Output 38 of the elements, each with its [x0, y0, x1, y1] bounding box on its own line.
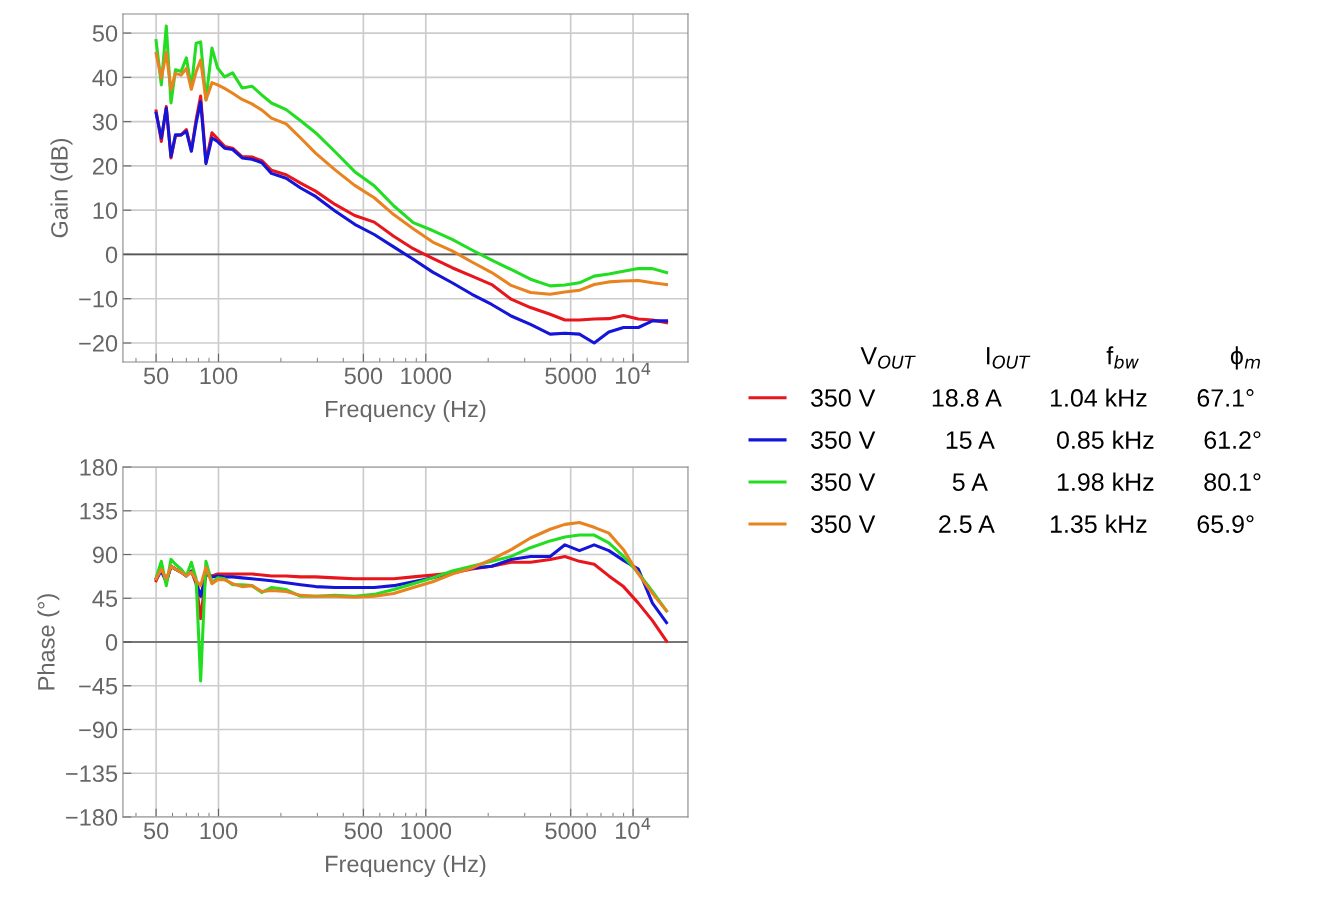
legend-label: 350 V 5 A 1.98 kHz 80.1°	[810, 472, 1261, 491]
y-tick-label: −90	[79, 721, 118, 739]
y-tick-label: 180	[80, 459, 118, 476]
x-tick-label: 10$^{4}$	[615, 362, 651, 385]
x-axis-title: Frequency (Hz)	[326, 400, 486, 423]
x-tick-label: 1000	[401, 367, 452, 385]
y-tick-label: −10	[79, 290, 118, 308]
x-tick-label: 50	[143, 367, 169, 385]
x-tick-label: 50	[143, 822, 169, 840]
y-tick-label: −45	[79, 678, 118, 695]
y-tick-label: 0	[105, 246, 118, 264]
legend-label: 350 V 2.5 A 1.35 kHz 65.9°	[810, 514, 1254, 533]
x-tick-label: 1000	[401, 822, 452, 840]
x-axis-title: Frequency (Hz)	[326, 854, 486, 877]
y-tick-label: 90	[92, 546, 118, 564]
y-tick-label: 50	[92, 25, 118, 42]
y-tick-label: −180	[66, 809, 118, 826]
y-tick-label: −20	[79, 335, 118, 352]
y-tick-label: 20	[93, 157, 118, 175]
x-tick-label: 500	[344, 822, 383, 840]
y-tick-label: 0	[105, 634, 118, 651]
y-axis-title: Gain (dB)	[50, 138, 73, 238]
y-tick-label: 10	[93, 202, 118, 219]
x-tick-label: 100	[200, 822, 238, 840]
x-tick-label: 10$^{4}$	[615, 817, 651, 840]
legend-label: 350 V 15 A 0.85 kHz 61.2°	[810, 430, 1261, 449]
y-tick-label: 30	[92, 113, 118, 131]
x-tick-label: 500	[344, 367, 383, 385]
y-tick-label: −135	[66, 765, 118, 783]
y-tick-label: 135	[80, 502, 118, 520]
y-tick-label: 40	[92, 69, 118, 87]
y-tick-label: 45	[92, 590, 118, 608]
x-tick-label: 100	[200, 367, 238, 385]
x-tick-label: 5000	[545, 822, 597, 840]
y-axis-title: Phase (°)	[37, 594, 60, 690]
text: V$_{OUT}$ I$_{OUT}$ f$_{bw}$ ϕ$_{m}$	[860, 346, 1260, 370]
legend-label: 350 V 18.8 A 1.04 kHz 67.1°	[810, 388, 1254, 407]
x-tick-label: 5000	[545, 367, 597, 385]
